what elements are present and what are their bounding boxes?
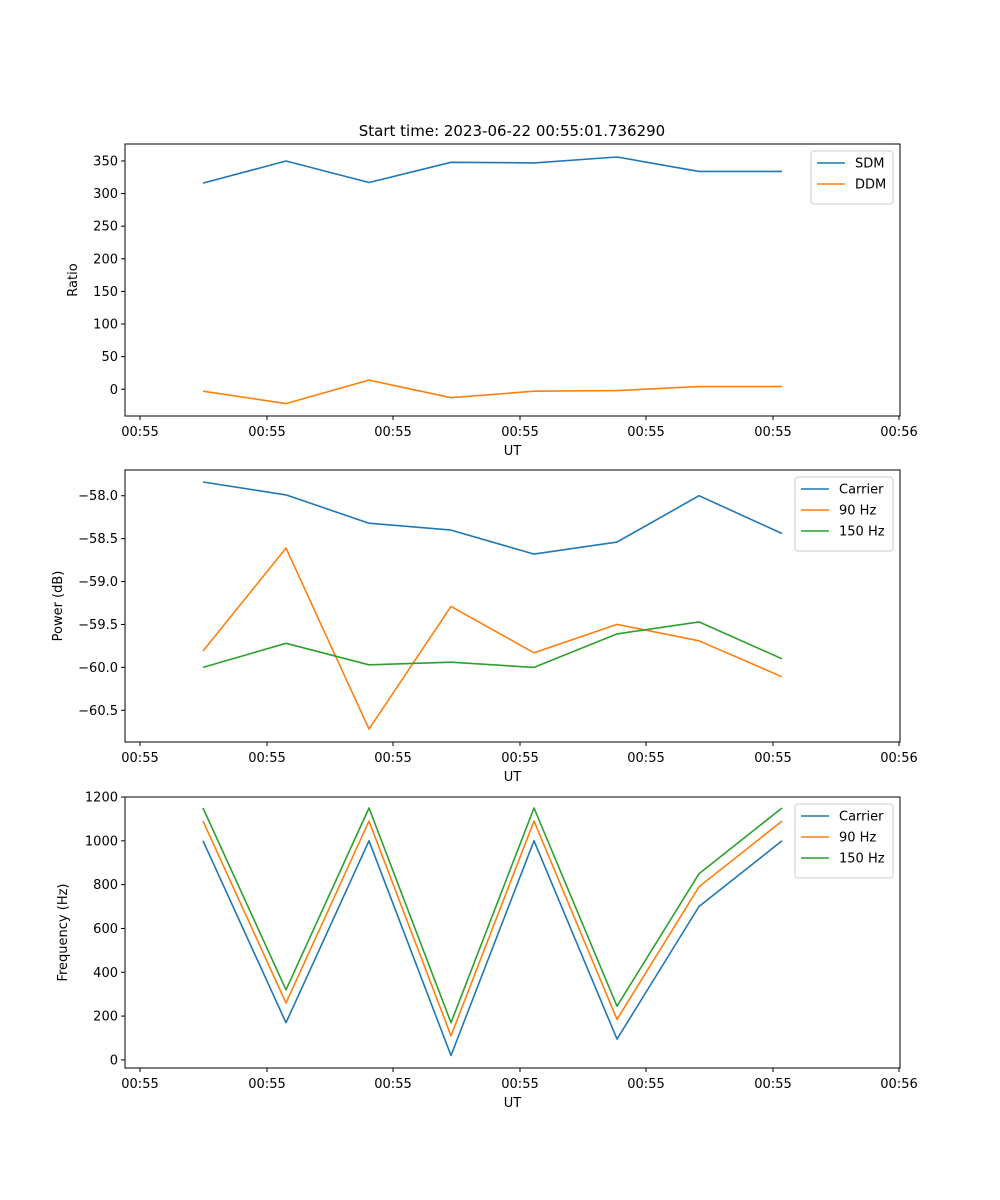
- x-tick-label: 00:55: [754, 1077, 791, 1092]
- axes-frame: [124, 469, 901, 743]
- legend: Carrier 90 Hz 150 Hz: [794, 803, 894, 879]
- x-tick-label: 00:55: [248, 751, 285, 766]
- x-tick-label: 00:56: [880, 751, 917, 766]
- legend-box: [794, 476, 894, 552]
- y-tick-label: −59.0: [78, 575, 118, 590]
- axes-frame: [124, 796, 901, 1069]
- series-line-carrier: [202, 481, 783, 555]
- legend-box: [794, 803, 894, 879]
- x-tick-label: 00:55: [121, 751, 158, 766]
- legend-box: [810, 150, 894, 205]
- x-tick-label: 00:55: [374, 751, 411, 766]
- panel-3: 00:55 00:55 00:55 00:55 00:55 00:55 00:56 0 200 4…: [56, 791, 918, 1112]
- y-axis-label: Ratio: [66, 263, 81, 296]
- x-tick-label: 00:55: [121, 1077, 158, 1092]
- y-tick-label: −60.5: [78, 704, 118, 719]
- y-axis-label: Frequency (Hz): [56, 883, 71, 981]
- x-tick-label: 00:55: [501, 751, 538, 766]
- legend: Carrier 90 Hz 150 Hz: [794, 476, 894, 552]
- y-axis-label: Power (dB): [51, 571, 66, 642]
- y-tick-label: 0: [110, 383, 118, 398]
- panel-2: 00:55 00:55 00:55 00:55 00:55 00:55 00:56 −58.0…: [51, 469, 918, 785]
- x-tick-label: 00:55: [374, 425, 411, 440]
- y-tick-label: −58.5: [78, 532, 118, 547]
- y-tick-label: −59.5: [78, 618, 118, 633]
- x-tick-label: 00:55: [501, 425, 538, 440]
- y-tick-label: −60.0: [78, 661, 118, 676]
- y-tick-label: 250: [93, 220, 118, 235]
- x-tick-label: 00:55: [501, 1077, 538, 1092]
- series-line-carrier: [202, 839, 783, 1057]
- series-line-150-hz: [202, 621, 783, 669]
- panel-1: 00:55 00:55 00:55 00:55 00:55 00:55 00:56 0 50 10…: [66, 143, 918, 459]
- legend: SDM DDM: [810, 150, 894, 205]
- legend-label: 150 Hz: [839, 525, 885, 540]
- x-tick-label: 00:55: [754, 425, 791, 440]
- axes-frame: [124, 143, 901, 417]
- x-axis-label: UT: [504, 770, 522, 785]
- x-tick-label: 00:55: [248, 1077, 285, 1092]
- y-tick-label: 350: [93, 154, 118, 169]
- series-line-sdm: [202, 156, 782, 184]
- x-tick-label: 00:56: [880, 425, 917, 440]
- legend-label: 90 Hz: [839, 504, 876, 519]
- y-tick-label: 200: [93, 252, 118, 267]
- x-axis-label: UT: [504, 444, 522, 459]
- series-line-ddm: [202, 379, 782, 405]
- legend-label: Carrier: [839, 483, 884, 498]
- x-axis-label: UT: [504, 1096, 522, 1111]
- legend-label: DDM: [855, 178, 886, 193]
- y-tick-label: 50: [101, 350, 118, 365]
- y-tick-label: 1200: [85, 791, 118, 806]
- y-tick-label: 1000: [85, 834, 118, 849]
- y-tick-label: 400: [93, 966, 118, 981]
- y-tick-label: 800: [93, 878, 118, 893]
- y-tick-label: 0: [110, 1053, 118, 1068]
- y-tick-label: 600: [93, 922, 118, 937]
- x-tick-label: 00:55: [248, 425, 285, 440]
- x-tick-label: 00:56: [880, 1077, 917, 1092]
- y-tick-label: 300: [93, 187, 118, 202]
- x-tick-label: 00:55: [627, 1077, 664, 1092]
- series-line-90-hz: [202, 547, 783, 730]
- y-tick-label: −58.0: [78, 489, 118, 504]
- x-tick-label: 00:55: [627, 751, 664, 766]
- legend-label: 90 Hz: [839, 831, 876, 846]
- x-tick-label: 00:55: [754, 751, 791, 766]
- legend-label: 150 Hz: [839, 852, 885, 867]
- x-tick-label: 00:55: [374, 1077, 411, 1092]
- y-tick-label: 100: [93, 318, 118, 333]
- x-tick-label: 00:55: [121, 425, 158, 440]
- legend-label: Carrier: [839, 810, 884, 825]
- y-tick-label: 200: [93, 1010, 118, 1025]
- legend-label: SDM: [855, 157, 884, 172]
- series-line-150-hz: [202, 807, 783, 1024]
- y-tick-label: 150: [93, 285, 118, 300]
- x-tick-label: 00:55: [627, 425, 664, 440]
- series-line-90-hz: [202, 820, 783, 1037]
- figure-title: Start time: 2023-06-22 00:55:01.736290: [359, 122, 665, 140]
